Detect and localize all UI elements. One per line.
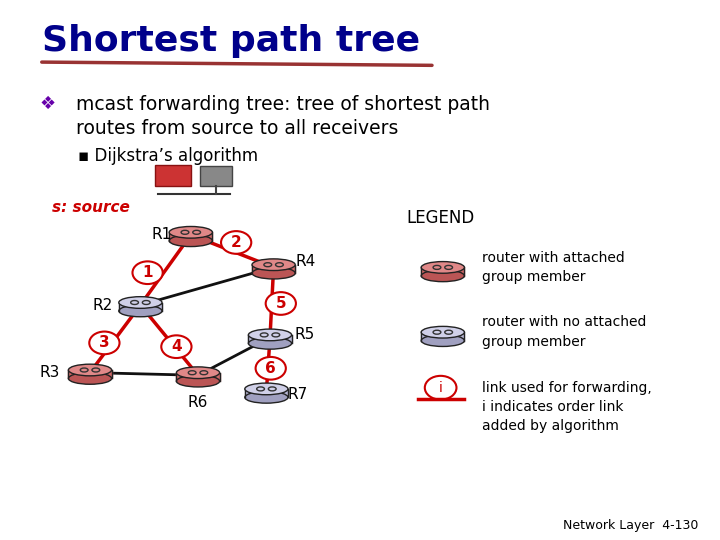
Text: 1: 1 — [143, 265, 153, 280]
Bar — [169, 232, 212, 241]
Ellipse shape — [176, 375, 220, 387]
Bar — [176, 373, 220, 381]
Bar — [245, 389, 288, 397]
Ellipse shape — [245, 392, 288, 403]
Text: R2: R2 — [93, 298, 113, 313]
Circle shape — [266, 292, 296, 315]
Text: R6: R6 — [188, 395, 208, 410]
Bar — [421, 332, 464, 341]
Text: 5: 5 — [276, 296, 286, 311]
Text: R5: R5 — [294, 327, 315, 342]
Text: mcast forwarding tree: tree of shortest path
routes from source to all receivers: mcast forwarding tree: tree of shortest … — [76, 94, 490, 138]
Ellipse shape — [421, 326, 464, 338]
Circle shape — [256, 357, 286, 380]
Ellipse shape — [119, 305, 162, 317]
Bar — [248, 335, 292, 343]
Text: link used for forwarding,
i indicates order link
added by algorithm: link used for forwarding, i indicates or… — [482, 381, 652, 433]
Ellipse shape — [176, 367, 220, 379]
Bar — [252, 265, 295, 273]
Text: Network Layer  4-130: Network Layer 4-130 — [563, 519, 698, 532]
Text: s: source: s: source — [52, 200, 130, 215]
Circle shape — [89, 332, 120, 354]
Ellipse shape — [421, 261, 464, 273]
Ellipse shape — [68, 373, 112, 384]
Text: 2: 2 — [231, 235, 241, 250]
Ellipse shape — [169, 226, 212, 238]
Text: i: i — [438, 381, 443, 395]
Circle shape — [221, 231, 251, 254]
Text: router with attached
group member: router with attached group member — [482, 251, 625, 284]
Bar — [119, 302, 162, 311]
Text: 3: 3 — [99, 335, 109, 350]
Text: router with no attached
group member: router with no attached group member — [482, 315, 647, 349]
Ellipse shape — [421, 335, 464, 347]
Bar — [68, 370, 112, 379]
Bar — [421, 267, 464, 276]
Circle shape — [425, 376, 456, 400]
Polygon shape — [155, 165, 191, 186]
Ellipse shape — [421, 270, 464, 282]
Ellipse shape — [252, 267, 295, 279]
Ellipse shape — [252, 259, 295, 271]
Text: R7: R7 — [288, 387, 308, 402]
Text: ▪ Dijkstra’s algorithm: ▪ Dijkstra’s algorithm — [78, 147, 258, 165]
Ellipse shape — [119, 296, 162, 308]
Ellipse shape — [245, 383, 288, 395]
Ellipse shape — [248, 329, 292, 341]
Ellipse shape — [169, 235, 212, 247]
Circle shape — [132, 261, 163, 284]
Ellipse shape — [248, 338, 292, 349]
Text: R3: R3 — [40, 365, 60, 380]
Text: 6: 6 — [266, 361, 276, 376]
Circle shape — [161, 335, 192, 358]
Polygon shape — [200, 166, 232, 186]
Text: LEGEND: LEGEND — [407, 209, 475, 227]
Text: R1: R1 — [152, 227, 172, 242]
Ellipse shape — [68, 364, 112, 376]
Text: R4: R4 — [296, 254, 316, 269]
Text: 4: 4 — [171, 339, 181, 354]
Text: Shortest path tree: Shortest path tree — [42, 24, 420, 58]
Text: ❖: ❖ — [40, 94, 55, 112]
